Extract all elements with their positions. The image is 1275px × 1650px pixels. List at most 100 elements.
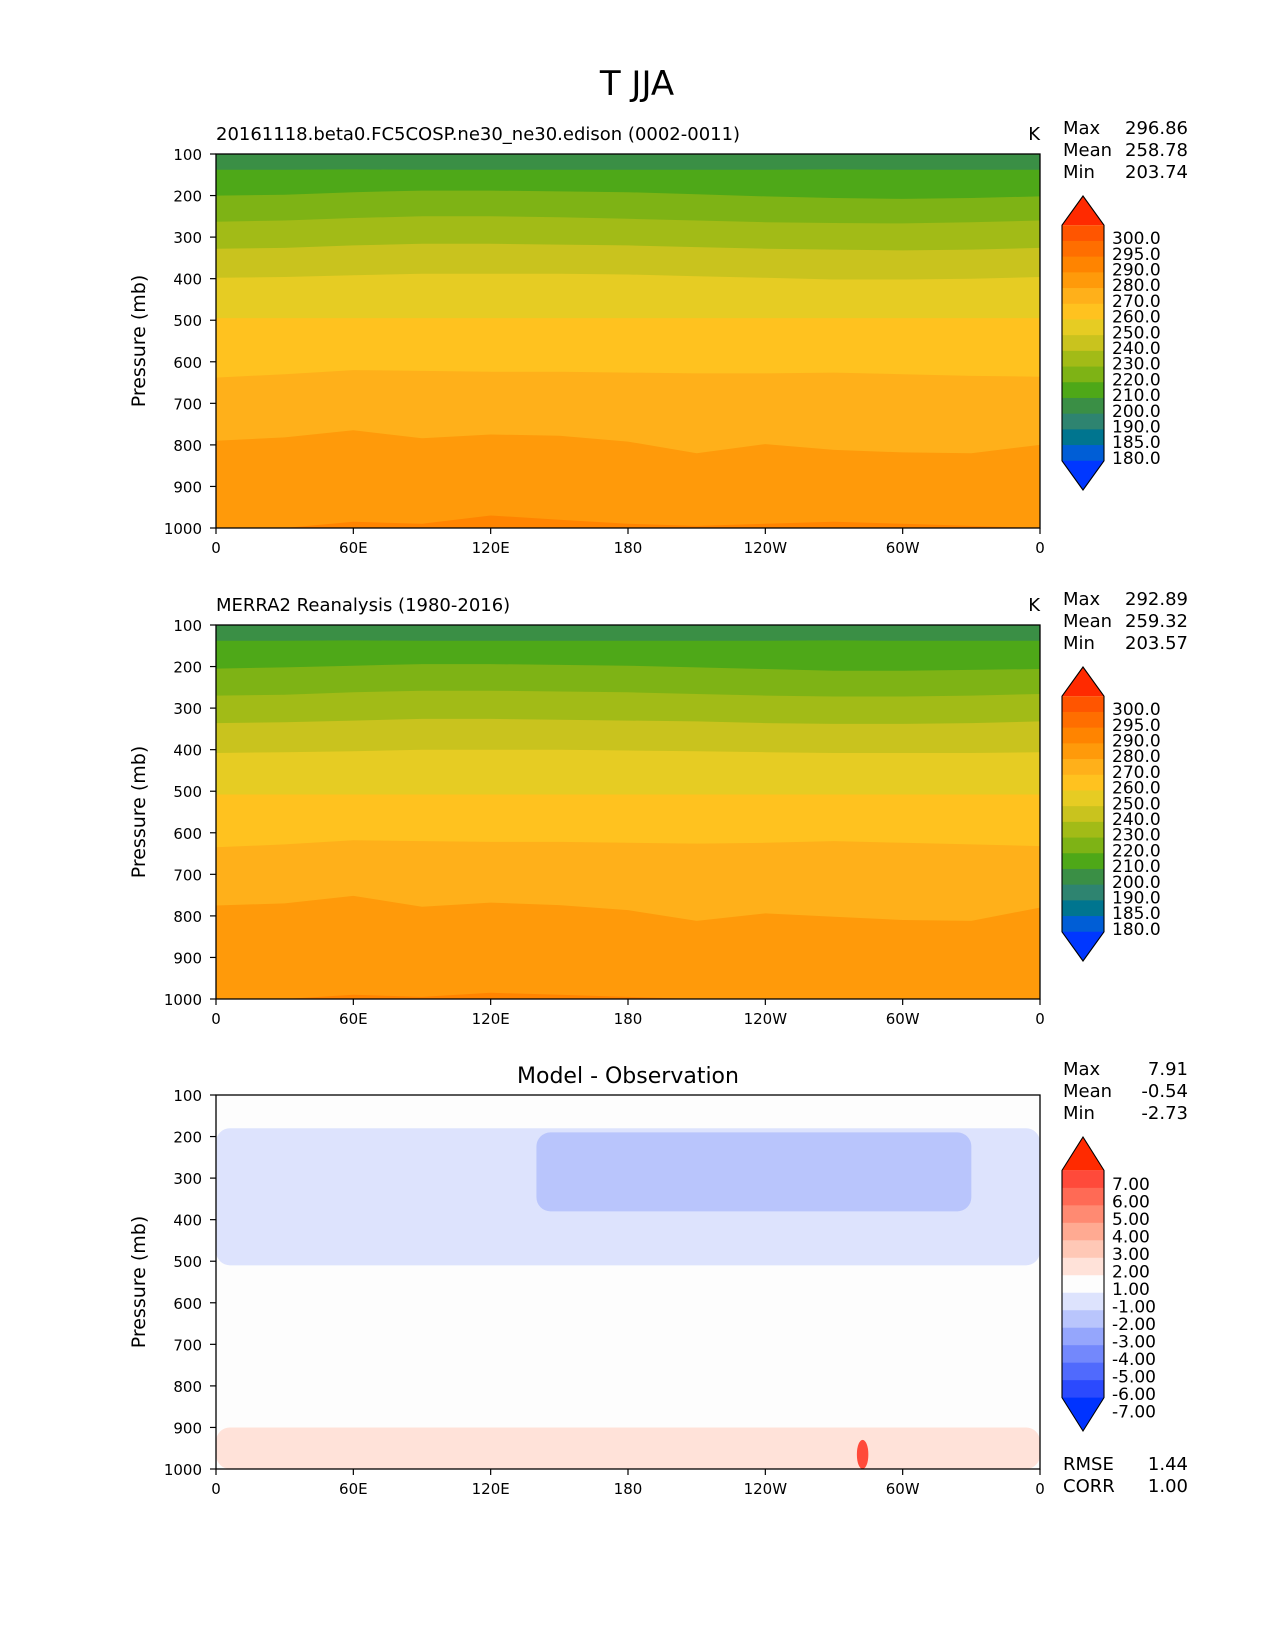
stat-label-mean: Mean xyxy=(1063,1081,1112,1102)
colorbar-segment xyxy=(1062,319,1104,336)
panel-title-left: MERRA2 Reanalysis (1980-2016) xyxy=(216,595,510,616)
colorbar-segment xyxy=(1062,900,1104,917)
plot-area-3 xyxy=(216,1095,1040,1469)
x-tick-label: 60E xyxy=(339,539,368,557)
colorbar-label: 3.00 xyxy=(1112,1245,1150,1265)
plot-area-1 xyxy=(216,154,1040,528)
y-axis-label: Pressure (mb) xyxy=(128,1216,150,1349)
plot-area-2 xyxy=(216,625,1040,999)
colorbar-segment xyxy=(1062,413,1104,430)
stat-value-min: -2.73 xyxy=(1141,1103,1188,1124)
colorbar-segment xyxy=(1062,1170,1104,1189)
colorbar-segment xyxy=(1062,1327,1104,1346)
stat-label-min: Min xyxy=(1063,633,1095,654)
colorbar-label: 190.0 xyxy=(1112,418,1161,438)
colorbar-segment xyxy=(1062,382,1104,399)
colorbar-label: 220.0 xyxy=(1112,370,1161,390)
colorbar-segment xyxy=(1062,445,1104,462)
colorbar-label: 240.0 xyxy=(1112,810,1161,830)
stat-value-min: 203.74 xyxy=(1125,162,1188,183)
colorbar-segment xyxy=(1062,806,1104,823)
colorbar-label: 295.0 xyxy=(1112,245,1161,265)
x-tick-label: 60W xyxy=(886,1480,920,1498)
metric-value-corr: 1.00 xyxy=(1148,1476,1188,1497)
colorbar-extend-top xyxy=(1062,1137,1104,1171)
x-tick-label: 0 xyxy=(211,539,221,557)
stat-label-max: Max xyxy=(1063,589,1101,610)
colorbar-label: 1.00 xyxy=(1112,1280,1150,1300)
colorbar-outline xyxy=(1061,195,1105,491)
y-tick-label: 1000 xyxy=(164,1461,202,1479)
y-tick-label: 400 xyxy=(173,742,202,760)
x-tick-label: 0 xyxy=(211,1010,221,1028)
y-tick-label: 100 xyxy=(173,146,202,164)
stat-value-mean: 258.78 xyxy=(1125,140,1188,161)
y-tick-label: 900 xyxy=(173,478,202,496)
y-tick-label: 300 xyxy=(173,1170,202,1188)
colorbar-segment xyxy=(1062,790,1104,807)
y-tick-label: 900 xyxy=(173,949,202,967)
colorbar-segment xyxy=(1062,868,1104,886)
y-tick-label: 600 xyxy=(173,354,202,372)
colorbar-segment xyxy=(1062,1240,1104,1259)
y-tick-label: 700 xyxy=(173,866,202,884)
colorbar-label: -3.00 xyxy=(1112,1332,1156,1352)
y-tick-label: 200 xyxy=(173,1129,202,1147)
y-tick-label: 300 xyxy=(173,700,202,718)
colorbar-segment xyxy=(1062,1257,1104,1276)
y-tick-label: 300 xyxy=(173,229,202,247)
colorbar-extend-top xyxy=(1062,667,1104,697)
y-tick-label: 500 xyxy=(173,783,202,801)
colorbar-segment xyxy=(1062,335,1104,352)
contour-region xyxy=(216,1427,1040,1469)
y-tick-label: 1000 xyxy=(164,991,202,1009)
y-tick-label: 800 xyxy=(173,1378,202,1396)
x-tick-label: 180 xyxy=(614,1480,643,1498)
x-tick-label: 0 xyxy=(1035,539,1045,557)
colorbar-label: 260.0 xyxy=(1112,779,1161,799)
colorbar-label: 230.0 xyxy=(1112,355,1161,375)
x-tick-label: 60E xyxy=(339,1480,368,1498)
y-tick-label: 100 xyxy=(173,1087,202,1105)
colorbar-segment xyxy=(1062,916,1104,933)
colorbar-label: 300.0 xyxy=(1112,700,1161,720)
x-tick-label: 180 xyxy=(614,539,643,557)
colorbar-label: 270.0 xyxy=(1112,763,1161,783)
colorbar-label: 270.0 xyxy=(1112,292,1161,312)
colorbar-segment xyxy=(1062,853,1104,870)
colorbar-label: -1.00 xyxy=(1112,1297,1156,1317)
y-tick-label: 500 xyxy=(173,1253,202,1271)
colorbar-segment xyxy=(1062,366,1104,383)
y-tick-label: 200 xyxy=(173,188,202,206)
colorbar-segment xyxy=(1062,1292,1104,1311)
y-tick-label: 800 xyxy=(173,437,202,455)
y-tick-label: 400 xyxy=(173,271,202,289)
contour-band-280 xyxy=(216,895,1040,999)
y-tick-label: 500 xyxy=(173,312,202,330)
y-tick-label: 200 xyxy=(173,659,202,677)
x-tick-label: 120E xyxy=(472,539,510,557)
x-tick-label: 0 xyxy=(1035,1480,1045,1498)
colorbar-segment xyxy=(1062,884,1104,901)
colorbar-segment xyxy=(1062,240,1104,258)
colorbar-segment xyxy=(1062,1187,1104,1206)
y-tick-label: 400 xyxy=(173,1212,202,1230)
colorbar-segment xyxy=(1062,429,1104,446)
x-tick-label: 0 xyxy=(211,1480,221,1498)
x-tick-label: 180 xyxy=(614,1010,643,1028)
y-tick-label: 1000 xyxy=(164,520,202,538)
colorbar-label: 4.00 xyxy=(1112,1228,1150,1248)
colorbar-label: 200.0 xyxy=(1112,402,1161,422)
colorbar-segment xyxy=(1062,821,1104,839)
x-tick-label: 120E xyxy=(472,1010,510,1028)
colorbar-label: -5.00 xyxy=(1112,1367,1156,1387)
stat-value-max: 7.91 xyxy=(1148,1059,1188,1080)
colorbar-label: 290.0 xyxy=(1112,260,1161,280)
colorbar-label: 220.0 xyxy=(1112,841,1161,861)
colorbar-outline xyxy=(1061,666,1105,962)
metric-label-rmse: RMSE xyxy=(1063,1454,1114,1475)
stat-value-mean: -0.54 xyxy=(1141,1081,1188,1102)
colorbar-segment xyxy=(1062,225,1104,242)
colorbar-2: 300.0295.0290.0280.0270.0260.0250.0240.0… xyxy=(1061,666,1161,962)
colorbar-label: 280.0 xyxy=(1112,276,1161,296)
